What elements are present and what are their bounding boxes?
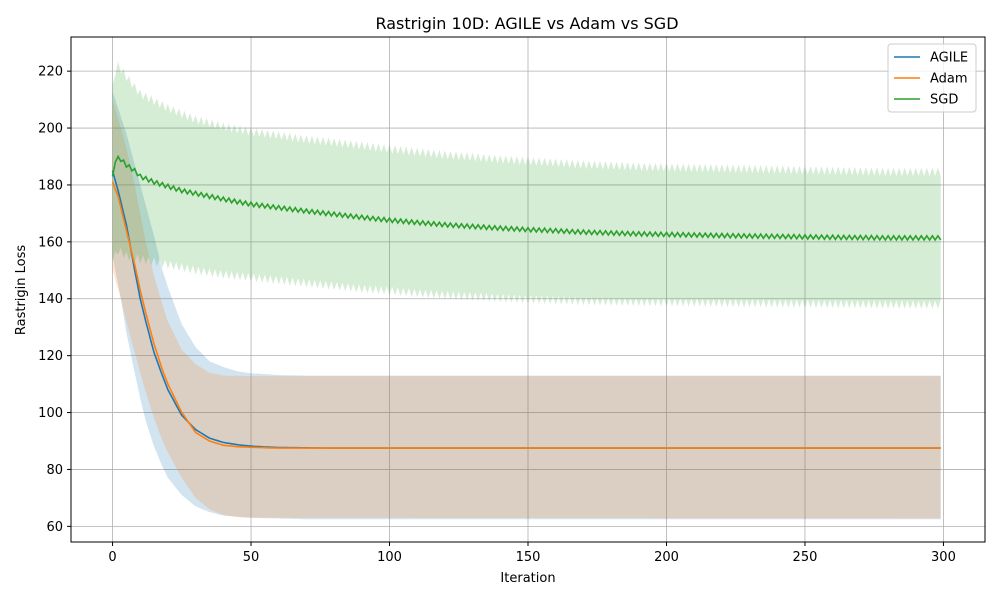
- legend-label-agile: AGILE: [930, 51, 968, 66]
- axis-ticks: 0 50 100 150 200 250 300 60 80 100 120 140 160 180 200…: [38, 65, 956, 565]
- adam-line: [111, 181, 941, 449]
- x-tick-label: 100: [377, 550, 402, 565]
- y-tick-label: 100: [38, 406, 63, 421]
- confidence-bands: [112, 61, 941, 520]
- series-lines: [111, 154, 942, 449]
- y-tick-label: 200: [38, 122, 63, 137]
- adam-band: [112, 99, 941, 519]
- x-axis-label: Iteration: [500, 571, 555, 586]
- legend-label-adam: Adam: [930, 72, 968, 87]
- y-tick-label: 220: [38, 65, 63, 80]
- legend: AGILE Adam SGD: [887, 43, 977, 113]
- y-tick-label: 120: [38, 349, 63, 364]
- legend-label-sgd: SGD: [930, 93, 958, 108]
- y-tick-label: 80: [46, 463, 63, 478]
- agile-band: [112, 91, 941, 520]
- x-tick-label: 50: [243, 550, 260, 565]
- y-axis-label: Rastrigin Loss: [14, 245, 29, 336]
- y-tick-label: 60: [46, 520, 63, 535]
- x-tick-label: 300: [931, 550, 956, 565]
- y-tick-label: 180: [38, 178, 63, 193]
- y-tick-label: 140: [38, 292, 63, 307]
- legend-box: [887, 43, 977, 113]
- x-tick-label: 250: [793, 550, 818, 565]
- x-tick-label: 200: [654, 550, 679, 565]
- x-tick-label: 150: [516, 550, 541, 565]
- sgd-line: [111, 154, 942, 242]
- grid: [71, 37, 985, 542]
- y-tick-label: 160: [38, 235, 63, 250]
- sgd-band: [112, 61, 941, 309]
- chart-title: Rastrigin 10D: AGILE vs Adam vs SGD: [375, 14, 678, 33]
- x-tick-label: 0: [108, 550, 116, 565]
